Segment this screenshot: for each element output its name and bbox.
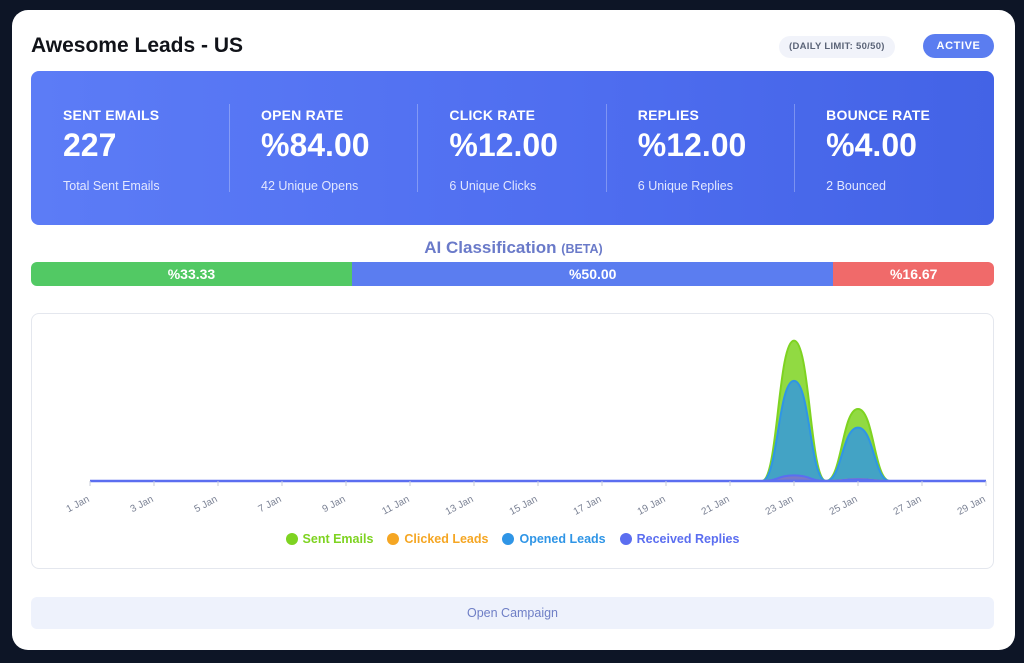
x-tick-label: 9 Jan bbox=[321, 494, 348, 515]
x-tick-label: 3 Jan bbox=[129, 494, 156, 515]
campaign-card: Awesome Leads - US (DAILY LIMIT: 50/50) … bbox=[12, 10, 1015, 650]
stats-panel: SENT EMAILS 227 Total Sent Emails OPEN R… bbox=[31, 71, 994, 225]
beta-tag: (BETA) bbox=[561, 242, 603, 256]
x-tick-label: 1 Jan bbox=[65, 494, 92, 515]
stat-label: BOUNCE RATE bbox=[826, 107, 931, 123]
legend-item-received-replies[interactable]: Received Replies bbox=[619, 532, 740, 546]
x-tick-label: 5 Jan bbox=[193, 494, 220, 515]
stat-click-rate: CLICK RATE %12.00 6 Unique Clicks bbox=[417, 71, 605, 225]
legend-marker bbox=[387, 533, 400, 545]
x-tick-label: 23 Jan bbox=[764, 494, 796, 518]
stat-replies: REPLIES %12.00 6 Unique Replies bbox=[605, 71, 794, 225]
x-tick-label: 21 Jan bbox=[700, 494, 732, 518]
stat-value: %12.00 bbox=[637, 127, 747, 163]
open-campaign-button[interactable]: Open Campaign bbox=[31, 597, 994, 629]
ai-classification-label: AI Classification bbox=[424, 238, 557, 257]
x-tick-label: 13 Jan bbox=[444, 494, 476, 518]
status-badge[interactable]: ACTIVE bbox=[923, 34, 994, 58]
stat-value: 227 bbox=[63, 127, 117, 163]
x-tick-label: 15 Jan bbox=[508, 494, 540, 518]
stat-value: %4.00 bbox=[826, 127, 917, 163]
ai-classification-title: AI Classification (BETA) bbox=[12, 238, 1015, 258]
stat-sent-emails: SENT EMAILS 227 Total Sent Emails bbox=[31, 71, 229, 225]
activity-chart: 1 Jan 3 Jan 5 Jan 7 Jan 9 Jan 11 Jan 13 Jan 15 … bbox=[31, 313, 994, 569]
stat-label: OPEN RATE bbox=[261, 107, 344, 123]
x-tick-label: 25 Jan bbox=[828, 494, 860, 518]
chart-plot: 1 Jan 3 Jan 5 Jan 7 Jan 9 Jan 11 Jan 13 Jan 15 … bbox=[65, 339, 988, 518]
series-area-opened-leads bbox=[90, 380, 986, 481]
ai-segment-positive[interactable]: %33.33 bbox=[31, 262, 352, 286]
stat-bounce-rate: BOUNCE RATE %4.00 2 Bounced bbox=[794, 71, 982, 225]
legend-item-opened-leads[interactable]: Opened Leads bbox=[502, 532, 606, 546]
legend-marker bbox=[285, 533, 298, 545]
stat-subtext: 2 Bounced bbox=[826, 179, 886, 193]
stat-label: SENT EMAILS bbox=[63, 107, 160, 123]
legend-marker bbox=[619, 533, 632, 545]
legend-marker bbox=[502, 533, 515, 545]
legend-item-sent-emails[interactable]: Sent Emails bbox=[285, 532, 374, 546]
x-tick-label: 7 Jan bbox=[257, 494, 284, 515]
x-tick-label: 27 Jan bbox=[892, 494, 924, 518]
stat-subtext: 6 Unique Replies bbox=[637, 179, 733, 193]
legend-label: Sent Emails bbox=[302, 532, 374, 546]
x-tick-label: 11 Jan bbox=[380, 494, 411, 517]
ai-classification-bar: %33.33 %50.00 %16.67 bbox=[31, 262, 994, 286]
x-tick-label: 29 Jan bbox=[956, 494, 988, 518]
x-tick-label: 17 Jan bbox=[572, 494, 604, 518]
stat-open-rate: OPEN RATE %84.00 42 Unique Opens bbox=[229, 71, 417, 225]
legend-label: Received Replies bbox=[636, 532, 740, 546]
x-tick-label: 19 Jan bbox=[636, 494, 668, 518]
legend-label: Opened Leads bbox=[519, 532, 606, 546]
stat-subtext: 42 Unique Opens bbox=[261, 179, 359, 193]
ai-segment-neutral[interactable]: %50.00 bbox=[351, 262, 834, 286]
chart-legend: Sent Emails Clicked Leads Opened Leads Rece… bbox=[32, 532, 993, 546]
stat-value: %12.00 bbox=[449, 127, 558, 163]
campaign-title: Awesome Leads - US bbox=[31, 34, 244, 57]
stat-value: %84.00 bbox=[261, 127, 370, 163]
daily-limit-badge: (DAILY LIMIT: 50/50) bbox=[779, 36, 895, 58]
legend-label: Clicked Leads bbox=[404, 532, 489, 546]
stat-subtext: 6 Unique Clicks bbox=[449, 179, 537, 193]
stat-label: CLICK RATE bbox=[449, 107, 536, 123]
ai-segment-negative[interactable]: %16.67 bbox=[833, 262, 994, 286]
legend-item-clicked-leads[interactable]: Clicked Leads bbox=[387, 532, 488, 546]
stat-label: REPLIES bbox=[637, 107, 700, 123]
stat-subtext: Total Sent Emails bbox=[63, 179, 160, 193]
